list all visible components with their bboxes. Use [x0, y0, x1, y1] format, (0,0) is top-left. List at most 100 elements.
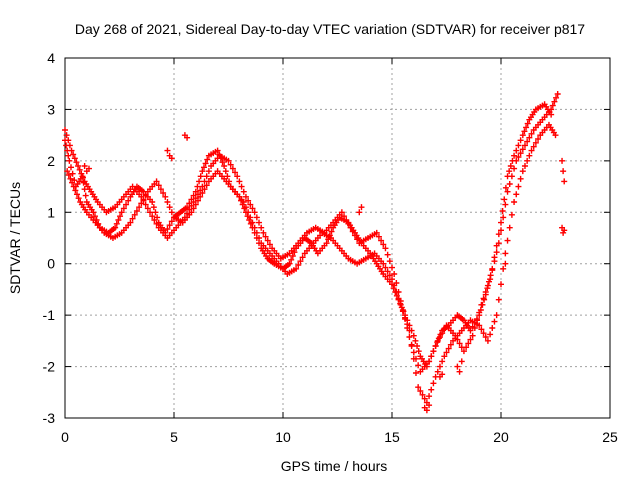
- data-point: [434, 337, 441, 344]
- data-point: [439, 358, 446, 365]
- data-point: [406, 334, 413, 340]
- data-point: [414, 343, 421, 349]
- data-point: [399, 307, 406, 313]
- data-point: [386, 258, 393, 265]
- data-point: [482, 334, 489, 340]
- data-point: [517, 137, 524, 144]
- data-point: [430, 348, 437, 355]
- data-point: [521, 128, 528, 135]
- data-point: [415, 362, 422, 369]
- data-point: [249, 205, 256, 212]
- data-point: [164, 226, 171, 232]
- y-tick-label: -1: [43, 307, 56, 323]
- data-point: [432, 343, 439, 349]
- y-axis-label: SDTVAR / TECUs: [7, 182, 23, 294]
- data-point: [410, 349, 417, 356]
- x-tick-label: 5: [170, 429, 178, 445]
- data-point: [71, 155, 78, 162]
- data-point: [517, 175, 524, 182]
- data-point: [260, 229, 267, 236]
- data-point: [519, 168, 526, 175]
- data-point: [549, 102, 556, 109]
- data-point: [136, 204, 143, 211]
- data-point: [517, 150, 524, 157]
- data-point: [245, 197, 252, 204]
- data-point: [125, 197, 132, 204]
- data-point: [127, 219, 134, 226]
- data-point: [507, 163, 514, 169]
- data-point: [436, 334, 443, 340]
- data-point: [66, 142, 73, 149]
- data-point: [397, 298, 404, 304]
- data-point: [142, 201, 149, 208]
- data-point: [513, 191, 520, 198]
- data-point: [221, 163, 228, 169]
- data-point: [528, 130, 535, 137]
- data-point: [63, 132, 70, 139]
- data-point: [439, 371, 446, 378]
- data-point: [79, 174, 86, 181]
- data-point: [64, 168, 71, 175]
- data-point: [467, 336, 474, 343]
- data-point: [524, 157, 531, 164]
- x-tick-labels: 0 5 10 15 20 25: [61, 429, 618, 445]
- data-point: [75, 195, 82, 202]
- data-point: [214, 147, 221, 154]
- data-point: [133, 208, 140, 214]
- data-point: [164, 147, 171, 154]
- data-point: [67, 164, 74, 171]
- data-point: [62, 127, 68, 133]
- data-point: [69, 179, 76, 186]
- data-point: [382, 245, 389, 252]
- data-point: [168, 155, 175, 162]
- data-point: [67, 175, 74, 182]
- data-point: [471, 325, 478, 331]
- data-point: [152, 209, 159, 216]
- data-point: [495, 240, 502, 247]
- data-point: [358, 204, 365, 211]
- data-point: [443, 349, 450, 356]
- data-point: [412, 337, 419, 344]
- data-point: [123, 201, 130, 208]
- data-point: [412, 370, 419, 376]
- data-point: [428, 353, 435, 360]
- data-point: [524, 138, 531, 145]
- data-point: [495, 231, 502, 238]
- data-point: [184, 210, 191, 217]
- data-point: [68, 147, 75, 154]
- data-point: [229, 165, 236, 172]
- data-point: [76, 166, 83, 173]
- data-point: [166, 222, 173, 229]
- axis-ticks: [64, 57, 611, 419]
- data-point: [474, 317, 481, 324]
- data-point: [347, 224, 354, 231]
- data-point: [69, 170, 76, 177]
- data-point: [85, 165, 92, 172]
- data-point: [515, 183, 522, 190]
- data-point: [458, 358, 465, 365]
- data-point: [500, 265, 507, 272]
- data-point: [426, 358, 433, 365]
- data-point: [112, 224, 119, 231]
- data-point: [456, 340, 463, 347]
- data-point: [515, 154, 522, 160]
- data-point: [528, 147, 535, 154]
- data-point: [253, 214, 260, 221]
- data-point: [219, 159, 226, 166]
- data-point: [157, 186, 164, 193]
- y-tick-label: 2: [47, 153, 55, 169]
- data-point: [164, 199, 171, 205]
- data-point: [380, 260, 387, 267]
- data-point: [526, 152, 533, 159]
- data-point: [118, 209, 125, 216]
- data-point: [530, 143, 537, 150]
- data-point: [138, 193, 145, 200]
- data-point: [65, 137, 72, 144]
- data-point: [393, 280, 400, 286]
- data-point: [186, 206, 193, 213]
- data-point: [408, 343, 415, 349]
- data-point: [502, 260, 509, 267]
- data-point: [196, 178, 203, 185]
- data-point: [519, 146, 526, 153]
- data-point: [478, 326, 485, 333]
